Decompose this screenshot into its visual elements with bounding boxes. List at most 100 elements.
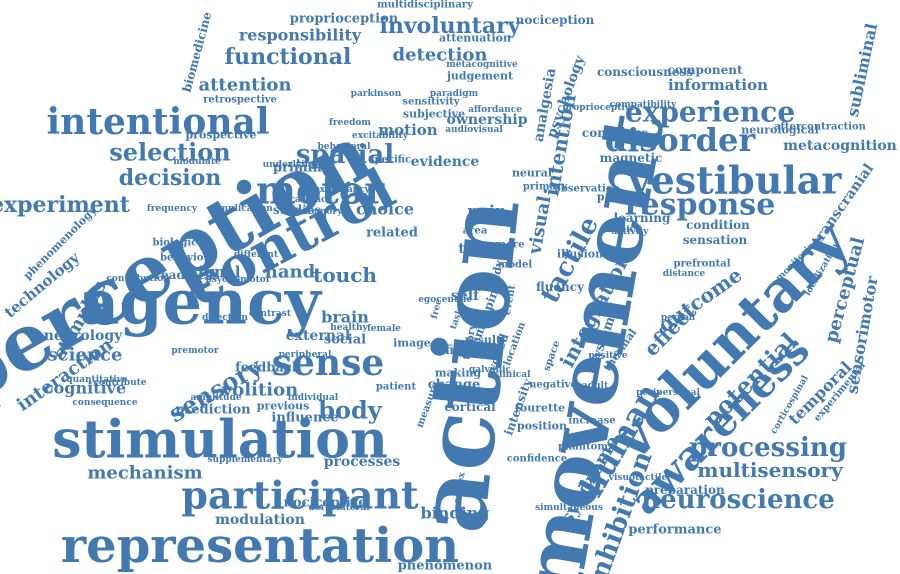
cloud-word-proprioception: proprioception — [290, 12, 399, 27]
cloud-word-phantom: phantom — [558, 442, 608, 453]
cloud-word-fluency: fluency — [536, 280, 585, 294]
cloud-word-attention: attention — [198, 75, 291, 96]
cloud-word-sensation: sensation — [683, 233, 748, 247]
cloud-word-primary: primary — [523, 182, 568, 193]
cloud-word-time: time — [458, 241, 494, 257]
cloud-word-readiness: readiness — [155, 268, 220, 282]
cloud-word-cortical: cortical — [444, 400, 496, 414]
cloud-word-implicit: implicit — [603, 225, 643, 235]
cloud-word-magnetic: magnetic — [600, 151, 663, 165]
cloud-word-modulate: modulate — [173, 157, 221, 167]
cloud-word-metacognitive: metacognitive — [446, 60, 518, 70]
cloud-word-premotor: premotor — [171, 346, 218, 356]
cloud-word-agency: agency — [79, 266, 323, 339]
cloud-word-social: social — [324, 333, 366, 348]
cloud-word-quantitative: quantitative — [66, 375, 128, 385]
cloud-word-studies: studies — [273, 203, 322, 217]
cloud-word-decision: decision — [119, 165, 222, 191]
cloud-word-increase: increase — [568, 416, 615, 427]
cloud-word-confidence: confidence — [507, 454, 567, 465]
cloud-word-judgement: judgement — [446, 70, 514, 83]
cloud-word-peripersonal: peripersonal — [636, 388, 700, 398]
cloud-word-negative: negative — [529, 380, 577, 391]
cloud-word-parkinson: parkinson — [351, 89, 402, 99]
cloud-word-behaviour: behaviour — [160, 253, 217, 264]
cloud-word-specific: specific — [369, 155, 411, 166]
cloud-word-motor: motor — [256, 168, 385, 213]
cloud-word-parietal: parietal — [597, 191, 645, 204]
cloud-word-amplitude: amplitude — [190, 393, 241, 403]
cloud-word-prefrontal: prefrontal — [673, 259, 730, 270]
cloud-word-prospective: prospective — [185, 129, 256, 142]
cloud-word-binding: binding — [421, 504, 490, 523]
cloud-word-hand: hand — [265, 262, 316, 283]
cloud-word-phenomenon: phenomenon — [398, 559, 493, 574]
cloud-word-dorsolateral: dorsolateral — [308, 503, 370, 513]
cloud-word-expectancy: expectancy — [314, 185, 371, 195]
cloud-word-processes: processes — [324, 454, 401, 470]
cloud-word-freedom: freedom — [329, 118, 371, 128]
cloud-word-priming: priming — [273, 161, 331, 176]
cloud-word-image: image — [393, 337, 431, 350]
cloud-word-healthy: healthy — [330, 323, 368, 333]
cloud-word-processing: processing — [689, 433, 847, 463]
cloud-word-nociceptive: nociceptive — [283, 496, 366, 511]
cloud-word-evidence: evidence — [411, 154, 480, 170]
cloud-word-motion: motion — [378, 121, 438, 139]
cloud-word-preparation: preparation — [645, 483, 725, 497]
cloud-word-contrast: contrast — [249, 309, 292, 319]
cloud-word-biological: biological — [152, 238, 207, 249]
cloud-word-neurological: neurological — [741, 124, 819, 137]
cloud-word-audiovisual: audiovisual — [445, 125, 503, 135]
cloud-word-functional: functional — [225, 44, 352, 70]
cloud-word-responsibility: responsibility — [239, 26, 362, 45]
cloud-word-response: response — [625, 188, 776, 223]
cloud-word-learning: learning — [614, 211, 671, 225]
cloud-word-different: different — [234, 250, 279, 260]
cloud-word-proprioceptive: proprioceptive — [562, 103, 636, 113]
cloud-word-brain: brain — [321, 308, 369, 327]
cloud-word-event: event — [502, 284, 518, 316]
cloud-word-nociception: nociception — [516, 13, 595, 27]
cloud-word-simultaneous: simultaneous — [535, 503, 603, 513]
cloud-word-consciousness: consciousness — [597, 65, 693, 79]
cloud-word-visuotactile: visuotactile — [608, 473, 668, 483]
cloud-word-patient: patient — [376, 382, 417, 393]
cloud-word-galvanic: galvanic — [469, 365, 512, 375]
cloud-word-sensitivity: sensitivity — [402, 97, 460, 108]
cloud-word-aftercontraction: aftercontraction — [774, 122, 867, 133]
cloud-word-contribution: contribution — [106, 274, 170, 284]
cloud-word-feedback: feedback — [235, 361, 302, 376]
cloud-word-behavioral: behavioral — [317, 142, 371, 152]
cloud-word-illusion: illusion — [557, 248, 603, 261]
cloud-word-science: science — [48, 345, 123, 366]
cloud-word-representation: representation — [61, 518, 459, 574]
cloud-word-related: related — [366, 226, 418, 241]
cloud-word-area: area — [463, 226, 488, 237]
cloud-word-distance: distance — [663, 269, 706, 279]
cloud-word-affordance: affordance — [468, 105, 522, 115]
cloud-word-female: female — [367, 324, 401, 334]
cloud-word-supplementary: supplementary — [207, 455, 283, 465]
cloud-word-direction: direction — [202, 313, 248, 323]
cloud-word-adult: adult — [582, 381, 609, 391]
cloud-word-mechanism: mechanism — [87, 463, 202, 484]
cloud-word-finger: finger — [445, 343, 485, 357]
cloud-word-observation: observation — [554, 184, 620, 195]
cloud-word-previous: previous — [257, 400, 310, 413]
cloud-word-participant: participant — [181, 473, 419, 518]
cloud-word-subliminal: subliminal — [843, 22, 881, 119]
cloud-word-detection: detection — [392, 45, 487, 66]
cloud-word-ownership: ownership — [446, 112, 527, 128]
cloud-word-consequence: consequence — [72, 398, 137, 408]
cloud-word-choice: choice — [356, 200, 414, 219]
cloud-word-involuntary: involuntary — [380, 13, 522, 39]
cloud-word-implication: implication — [215, 204, 273, 214]
cloud-word-neuroscience: neuroscience — [641, 485, 835, 515]
cloud-word-cardiac: cardiac — [289, 195, 327, 205]
cloud-word-experiment: experiment — [0, 192, 131, 218]
cloud-word-activity: activity — [612, 227, 650, 237]
cloud-word-conscious: conscious — [582, 126, 648, 140]
